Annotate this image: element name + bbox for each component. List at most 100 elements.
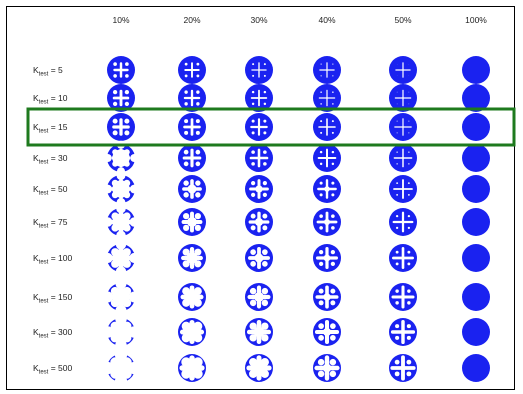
shape-cell xyxy=(245,208,273,236)
row-label: Ktest = 50 xyxy=(33,184,68,197)
shape-cell xyxy=(178,144,206,172)
shape-cell xyxy=(178,244,206,272)
row-label: Ktest = 100 xyxy=(33,253,72,266)
row-label: Ktest = 75 xyxy=(33,217,68,230)
row-label-k: K xyxy=(33,292,39,302)
shape-cell xyxy=(462,113,490,141)
shape-cells xyxy=(101,56,490,388)
shape-cell xyxy=(178,56,206,84)
row-label-subscript: test xyxy=(39,260,49,266)
row-label-subscript: test xyxy=(39,224,49,230)
column-label: 100% xyxy=(465,15,487,25)
shape-cell xyxy=(245,354,273,382)
shape-cell xyxy=(462,244,490,272)
shape-cell xyxy=(462,208,490,236)
shape-cell xyxy=(389,144,417,172)
shape-cell xyxy=(107,84,135,112)
shape-cell xyxy=(101,348,141,388)
row-label-value: = 5 xyxy=(48,65,63,75)
column-labels: 10% 20% 30% 40% 50% 100% xyxy=(112,15,487,25)
shape-cell xyxy=(313,244,341,272)
shape-cell xyxy=(178,208,206,236)
row-label-value: = 50 xyxy=(48,184,67,194)
shape-cell xyxy=(313,84,341,112)
row-label-k: K xyxy=(33,93,39,103)
row-label-subscript: test xyxy=(39,334,49,340)
column-label: 50% xyxy=(394,15,411,25)
row-label-k: K xyxy=(33,327,39,337)
shape-cell xyxy=(102,203,140,241)
shape-cell xyxy=(245,113,273,141)
row-label: Ktest = 300 xyxy=(33,327,72,340)
shape-cell xyxy=(107,113,135,141)
shape-cell xyxy=(107,56,135,84)
row-label-subscript: test xyxy=(39,100,49,106)
row-label-subscript: test xyxy=(39,299,49,305)
shape-cell xyxy=(103,171,139,207)
shape-cell xyxy=(462,354,490,382)
row-label-subscript: test xyxy=(39,370,49,376)
shape-cell xyxy=(245,244,273,272)
row-label: Ktest = 5 xyxy=(33,65,63,78)
shape-cell xyxy=(389,175,417,203)
shape-cell xyxy=(389,318,417,346)
shape-cell xyxy=(462,84,490,112)
row-label-value: = 100 xyxy=(48,253,72,263)
shape-cell xyxy=(102,239,140,277)
shape-cell xyxy=(389,244,417,272)
shape-cell xyxy=(389,56,417,84)
row-label-subscript: test xyxy=(39,72,49,78)
shape-cell xyxy=(389,283,417,311)
row-label-k: K xyxy=(33,184,39,194)
row-label-value: = 150 xyxy=(48,292,72,302)
shape-cell xyxy=(102,278,140,316)
shape-cell xyxy=(245,175,273,203)
shape-cell xyxy=(178,84,206,112)
shape-cell xyxy=(103,140,139,176)
row-label-k: K xyxy=(33,217,39,227)
shape-cell xyxy=(178,175,206,203)
highlight-box xyxy=(26,107,516,147)
shape-cell xyxy=(313,56,341,84)
row-label-value: = 15 xyxy=(48,122,67,132)
shape-cell xyxy=(462,283,490,311)
shape-cell xyxy=(101,312,141,352)
row-label-k: K xyxy=(33,153,39,163)
figure-frame: 10% 20% 30% 40% 50% 100% Ktest = 5 Ktest = 10 K… xyxy=(6,6,516,390)
row-label-value: = 300 xyxy=(48,327,72,337)
shape-cell xyxy=(462,56,490,84)
shape-cell xyxy=(389,113,417,141)
shape-cell xyxy=(245,144,273,172)
shape-cell xyxy=(313,144,341,172)
column-label: 40% xyxy=(318,15,335,25)
shape-cell xyxy=(462,144,490,172)
column-label: 10% xyxy=(112,15,129,25)
shape-cell xyxy=(462,318,490,346)
row-label-subscript: test xyxy=(39,129,49,135)
column-label: 30% xyxy=(250,15,267,25)
shape-cell xyxy=(313,113,341,141)
shape-cell xyxy=(245,84,273,112)
row-label: Ktest = 500 xyxy=(33,363,72,376)
row-label-k: K xyxy=(33,65,39,75)
row-label-subscript: test xyxy=(39,160,49,166)
row-label-value: = 75 xyxy=(48,217,67,227)
shape-cell xyxy=(178,283,206,311)
shape-cell xyxy=(389,354,417,382)
row-label-value: = 10 xyxy=(48,93,67,103)
shape-cell xyxy=(313,208,341,236)
row-label: Ktest = 15 xyxy=(33,122,68,135)
row-label: Ktest = 30 xyxy=(33,153,68,166)
column-label: 20% xyxy=(183,15,200,25)
row-label: Ktest = 10 xyxy=(33,93,68,106)
row-label-k: K xyxy=(33,363,39,373)
shape-cell xyxy=(313,354,341,382)
shape-cell xyxy=(245,56,273,84)
shape-cell xyxy=(313,175,341,203)
shape-cell xyxy=(178,354,206,382)
row-label-value: = 30 xyxy=(48,153,67,163)
shape-cell xyxy=(389,208,417,236)
row-label-k: K xyxy=(33,253,39,263)
